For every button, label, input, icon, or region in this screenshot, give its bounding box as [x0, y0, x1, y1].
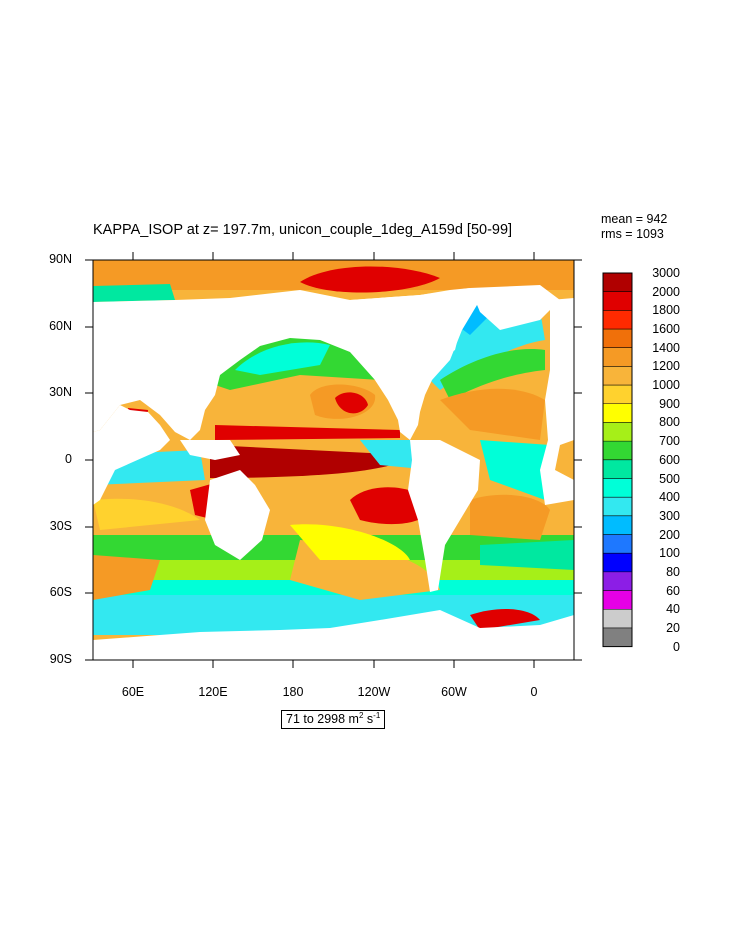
natl-cyan-east	[480, 440, 550, 500]
colorbar	[602, 272, 633, 648]
colorbar-box	[603, 291, 632, 311]
eq-pacific-max	[210, 445, 410, 478]
colorbar-box	[603, 385, 632, 405]
mean-value: mean = 942	[601, 212, 668, 226]
lon-label-120w: 120W	[357, 685, 391, 699]
colorbar-box	[603, 329, 632, 349]
land-africa	[93, 405, 170, 505]
lon-label-120e: 120E	[198, 685, 228, 699]
lon-label-60w: 60W	[441, 685, 467, 699]
lon-ticks	[132, 252, 535, 668]
colorbar-box	[603, 590, 632, 610]
land-north-america	[350, 288, 480, 440]
rms-value: rms = 1093	[601, 227, 664, 241]
land-europe-africa-east	[540, 298, 574, 505]
natl-subpolar	[425, 307, 545, 390]
arctic-cyan	[93, 284, 175, 302]
colorbar-label: 100	[659, 546, 680, 561]
colorbar-label: 1400	[652, 340, 680, 355]
colorbar-label: 600	[659, 452, 680, 467]
lat-label-eq: 0	[65, 452, 72, 466]
lon-label-0: 0	[530, 685, 538, 699]
land-greenland	[470, 285, 560, 330]
colorbar-label: 1800	[652, 303, 680, 318]
land-indonesia	[180, 440, 240, 460]
satl-gyre	[470, 494, 550, 540]
colorbar-label: 300	[659, 508, 680, 523]
colorbar-label: 0	[673, 639, 680, 654]
colorbar-box	[603, 441, 632, 461]
arctic-max	[300, 266, 440, 293]
lat-ticks	[85, 259, 582, 661]
colorbar-box	[603, 534, 632, 554]
colorbar-label: 3000	[652, 266, 680, 280]
colorbar-label: 60	[666, 583, 680, 598]
colorbar-box	[603, 571, 632, 591]
lat-label-90n: 90N	[49, 252, 72, 266]
range-label: 71 to 2998 m2 s-1	[281, 710, 386, 729]
colorbar-label: 900	[659, 396, 680, 411]
lat-label-60n: 60N	[49, 319, 72, 333]
spac-yellow	[290, 524, 410, 560]
so-orange-patch	[93, 555, 160, 600]
lon-label-60e: 60E	[121, 685, 145, 699]
colorbar-box	[603, 497, 632, 517]
colorbar-box	[603, 609, 632, 629]
lat-label-60s: 60S	[49, 585, 72, 599]
antarctic-red	[470, 608, 540, 630]
colorbar-label: 80	[666, 564, 680, 579]
colorbar-label: 700	[659, 434, 680, 449]
range-unit: s	[363, 712, 374, 726]
npac-cyan	[235, 342, 330, 375]
plot-title: KAPPA_ISOP at z= 197.7m, unicon_couple_1…	[93, 222, 513, 238]
range-text: 71 to 2998 m	[286, 712, 359, 726]
colorbar-label: 40	[666, 602, 680, 617]
land-south-america	[408, 440, 480, 592]
colorbar-box	[603, 310, 632, 330]
lon-label-180: 180	[282, 685, 304, 699]
colorbar-box	[603, 347, 632, 367]
colorbar-box	[603, 422, 632, 442]
colorbar-label: 400	[659, 490, 680, 505]
lat-label-90s: 90S	[49, 652, 72, 666]
land-antarctica	[93, 610, 574, 660]
colorbar-box	[603, 366, 632, 386]
colorbar-label: 800	[659, 415, 680, 430]
natl-green	[440, 349, 545, 400]
colorbar-box	[603, 553, 632, 573]
land-australia	[205, 470, 270, 560]
colorbar-box	[603, 627, 632, 647]
lat-label-30n: 30N	[49, 385, 72, 399]
colorbar-box	[603, 478, 632, 498]
lat-label-30s: 30S	[49, 519, 72, 533]
indian-yellow	[93, 498, 200, 530]
colorbar-box	[603, 459, 632, 479]
colorbar-box	[603, 515, 632, 535]
colorbar-label: 1200	[652, 359, 680, 374]
npac-band-red	[215, 425, 400, 440]
colorbar-label: 200	[659, 527, 680, 542]
colorbar-box	[603, 403, 632, 423]
range-exp-1: 2	[358, 711, 364, 720]
stats-block: mean = 942 rms = 1093	[601, 212, 667, 242]
colorbar-label: 500	[659, 471, 680, 486]
colorbar-label: 20	[666, 620, 680, 635]
colorbar-label: 2000	[652, 284, 680, 299]
colorbar-label: 1600	[652, 322, 680, 336]
colorbar-label: 1000	[652, 378, 680, 393]
range-exp-2: -1	[373, 711, 381, 720]
map-field	[93, 260, 574, 660]
colorbar-box	[603, 273, 632, 292]
natl-gyre	[440, 388, 545, 440]
satl-cyan	[480, 540, 574, 570]
npac-gyre-core	[335, 392, 368, 414]
